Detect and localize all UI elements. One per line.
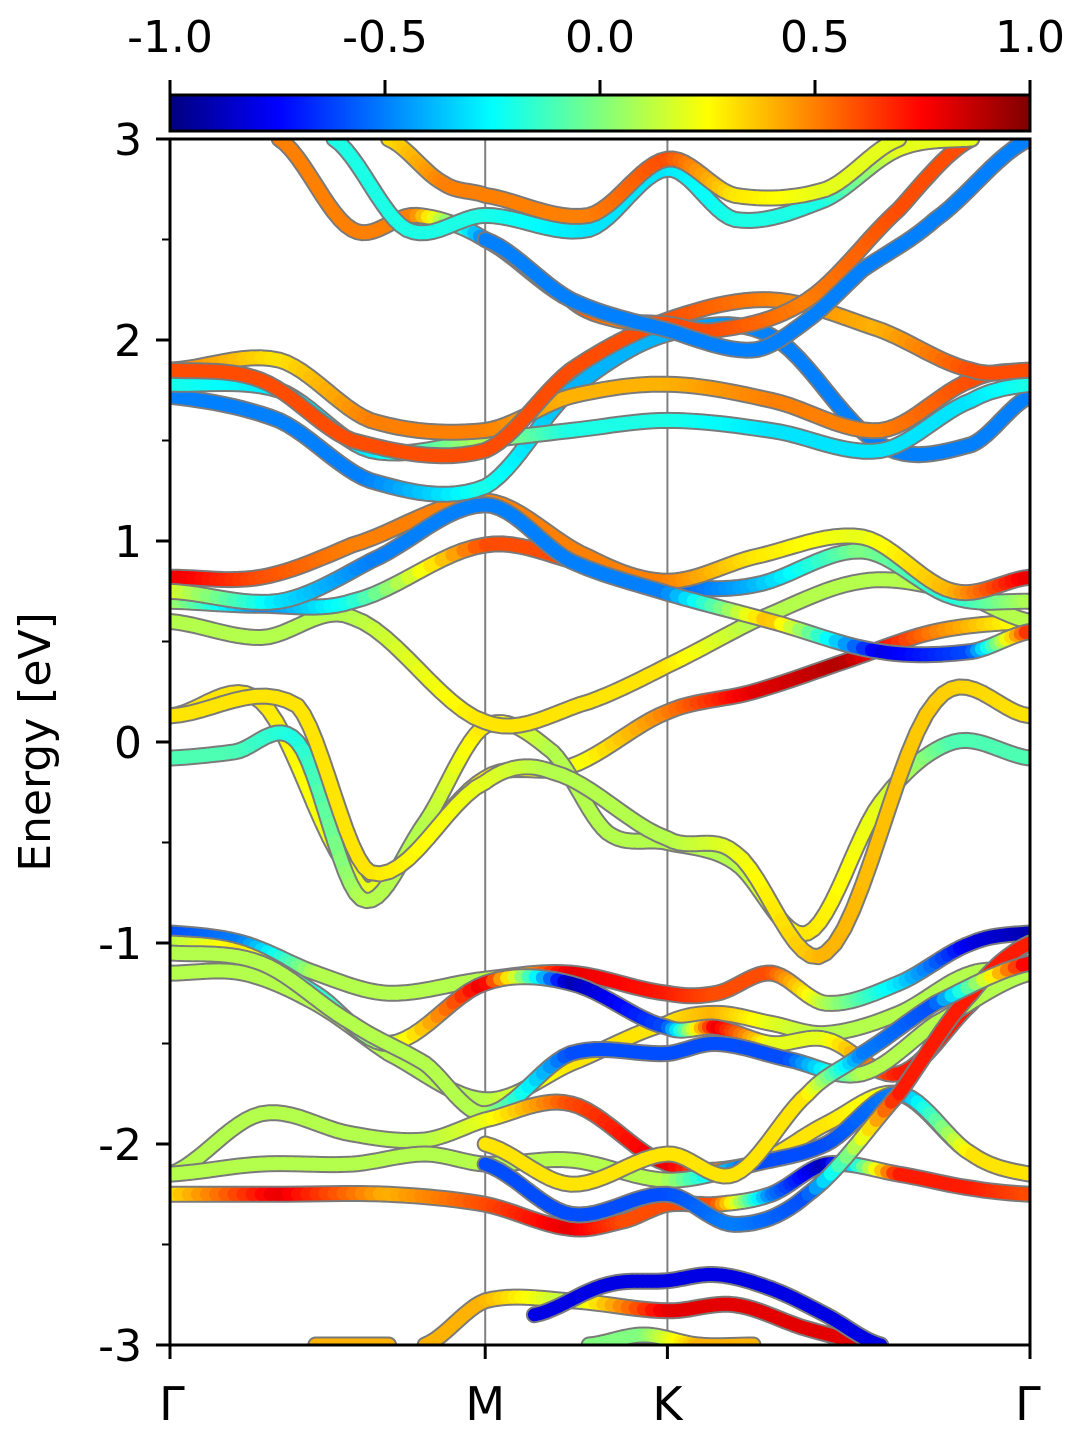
y-tick-label: -1 xyxy=(98,919,142,970)
bands xyxy=(170,139,1030,1345)
kpoint-label: M xyxy=(465,1377,505,1431)
y-tick-label: 0 xyxy=(114,718,142,769)
y-tick-label: -2 xyxy=(98,1120,142,1171)
colorbar: -1.0 -0.5 0.0 0.5 1.0 xyxy=(127,12,1065,133)
band-line xyxy=(476,139,1030,359)
colorbar-tick-label: -0.5 xyxy=(342,12,428,63)
colorbar-tick-label: 0.0 xyxy=(565,12,635,63)
y-tick-label: -3 xyxy=(98,1321,142,1372)
band-line xyxy=(525,1266,890,1345)
band-line xyxy=(170,492,1030,602)
band-line xyxy=(476,954,1030,1193)
band-line xyxy=(170,924,1030,1012)
colorbar-ticks: -1.0 -0.5 0.0 0.5 1.0 xyxy=(127,12,1065,95)
colorbar-tick-label: -1.0 xyxy=(127,12,213,63)
y-axis-label: Energy [eV] xyxy=(10,612,61,872)
y-axis: 3 2 1 0 -1 -2 -3 xyxy=(98,115,170,1372)
plot-area: 3 2 1 0 -1 -2 -3 Γ M K Γ xyxy=(98,115,1041,1431)
y-tick-label: 3 xyxy=(114,115,142,166)
kpoint-label: K xyxy=(652,1377,684,1431)
band-line xyxy=(170,678,1030,966)
colorbar-tick-label: 1.0 xyxy=(995,12,1065,63)
y-tick-label: 1 xyxy=(114,517,142,568)
kpoint-label: Γ xyxy=(159,1377,185,1431)
y-tick-label: 2 xyxy=(114,316,142,367)
kpoint-label: Γ xyxy=(1015,1377,1041,1431)
colorbar-tick-label: 0.5 xyxy=(780,12,850,63)
colorbar-gradient xyxy=(168,93,1032,133)
band-line xyxy=(170,571,1030,735)
band-line xyxy=(170,496,1030,664)
